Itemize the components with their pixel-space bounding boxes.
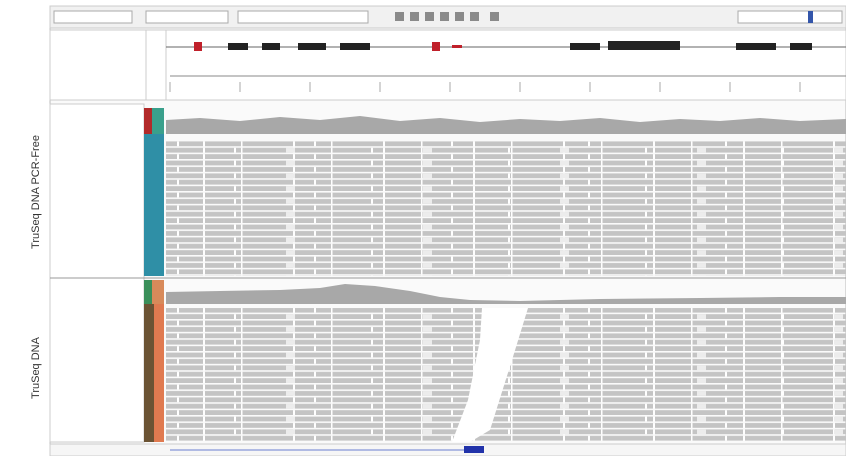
feature <box>452 45 462 48</box>
icon[interactable] <box>410 12 419 21</box>
alignment-gaps <box>166 140 846 276</box>
icon[interactable] <box>490 12 499 21</box>
track-name-panel <box>50 104 144 442</box>
attribute-cell <box>144 280 152 304</box>
zoom-thumb[interactable] <box>808 11 813 23</box>
header-attr-panel <box>146 30 166 100</box>
attribute-cell <box>152 280 164 304</box>
exon <box>298 43 326 50</box>
attribute-cell <box>154 304 164 442</box>
icon[interactable] <box>425 12 434 21</box>
track-group-label: TruSeq DNA PCR-Free <box>30 135 42 249</box>
feature <box>194 42 202 51</box>
attribute-cell <box>144 304 154 442</box>
ruler-panel <box>166 30 846 100</box>
feature <box>432 42 440 51</box>
attribute-cell <box>144 108 152 134</box>
exon <box>608 41 680 50</box>
chromosome-dropdown[interactable] <box>146 11 228 23</box>
icon[interactable] <box>470 12 479 21</box>
exon <box>736 43 776 50</box>
icon[interactable] <box>455 12 464 21</box>
exon <box>228 43 248 50</box>
exon <box>464 446 484 453</box>
track-group-label: TruSeq DNA <box>30 336 42 399</box>
exon <box>340 43 370 50</box>
zoom-slider[interactable] <box>738 11 842 23</box>
header-name-panel <box>50 30 146 100</box>
exon <box>570 43 600 50</box>
icon[interactable] <box>440 12 449 21</box>
attribute-cell <box>152 108 164 134</box>
genome-dropdown[interactable] <box>54 11 132 23</box>
icon[interactable] <box>395 12 404 21</box>
exon <box>262 43 280 50</box>
page: TruSeq DNA PCR-Free TruSeq DNA <box>0 0 846 456</box>
attribute-cell <box>144 134 164 276</box>
exon <box>790 43 812 50</box>
locus-box[interactable] <box>238 11 368 23</box>
figure: TruSeq DNA PCR-Free TruSeq DNA <box>0 0 846 456</box>
